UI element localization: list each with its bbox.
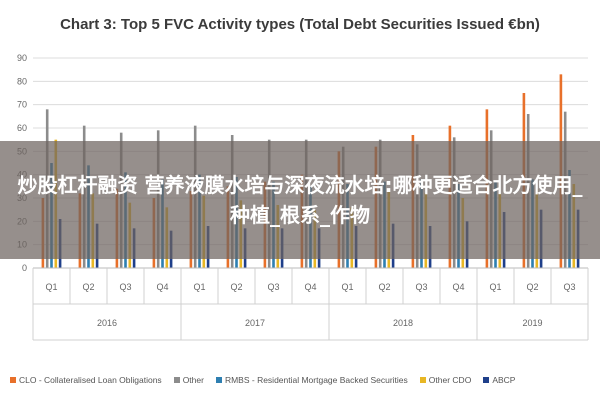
legend-item: RMBS - Residential Mortgage Backed Secur… — [215, 374, 408, 385]
x-tick-label: Q2 — [82, 282, 94, 292]
legend-swatch — [10, 376, 16, 383]
legend-swatch — [215, 376, 222, 383]
x-tick-label: Q1 — [193, 282, 205, 292]
legend-label: ABCP — [492, 374, 516, 385]
x-tick-label: Q2 — [230, 282, 242, 292]
x-tick-label: Q4 — [452, 282, 464, 292]
legend-item: Other — [173, 374, 204, 385]
chart-legend: CLO - Collateralised Loan Obligations Oth… — [10, 374, 595, 390]
x-tick-label: Q3 — [563, 282, 575, 292]
y-tick-label: 0 — [22, 263, 27, 273]
x-tick-label: Q2 — [378, 282, 390, 292]
legend-swatch — [483, 376, 490, 383]
x-tick-label: Q4 — [304, 282, 316, 292]
legend-item: CLO - Collateralised Loan Obligations — [10, 374, 162, 385]
legend-label: CLO - Collateralised Loan Obligations — [19, 374, 162, 385]
legend-label: Other — [182, 374, 204, 385]
legend-label: RMBS - Residential Mortgage Backed Secur… — [224, 374, 408, 385]
overlay-banner: 炒股杠杆融资 营养液膜水培与深夜流水培:哪种更适合北方使用_种植_根系_作物 — [0, 141, 600, 259]
overlay-text: 炒股杠杆融资 营养液膜水培与深夜流水培:哪种更适合北方使用_种植_根系_作物 — [17, 173, 583, 227]
x-tick-label: Q1 — [341, 282, 353, 292]
chart-title: Chart 3: Top 5 FVC Activity types (Total… — [60, 16, 540, 33]
legend-item: ABCP — [483, 374, 515, 385]
y-tick-label: 90 — [17, 53, 27, 63]
y-tick-label: 60 — [17, 123, 27, 133]
legend-swatch — [419, 376, 426, 383]
year-label: 2016 — [97, 318, 117, 328]
year-label: 2019 — [522, 318, 542, 328]
y-tick-label: 70 — [17, 100, 27, 110]
legend-swatch — [173, 376, 180, 383]
y-tick-label: 80 — [17, 76, 27, 86]
x-tick-label: Q3 — [415, 282, 427, 292]
x-tick-label: Q2 — [526, 282, 538, 292]
year-label: 2017 — [245, 318, 265, 328]
legend-label: Other CDO — [428, 374, 472, 385]
year-label: 2018 — [393, 318, 413, 328]
x-tick-label: Q4 — [156, 282, 168, 292]
x-tick-label: Q3 — [267, 282, 279, 292]
x-tick-label: Q1 — [489, 282, 501, 292]
x-tick-label: Q1 — [45, 282, 57, 292]
legend-item: Other CDO — [419, 374, 472, 385]
x-tick-label: Q3 — [119, 282, 131, 292]
